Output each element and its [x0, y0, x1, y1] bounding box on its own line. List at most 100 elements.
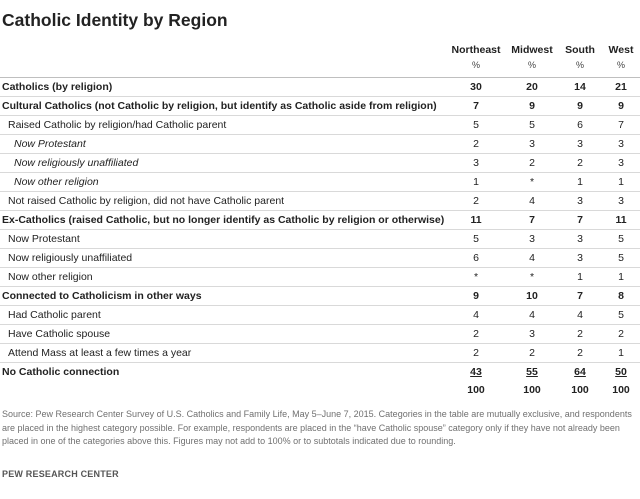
cell-value: 55 — [506, 363, 558, 382]
table-row: Connected to Catholicism in other ways 9 1… — [0, 286, 640, 305]
unit-label: % — [471, 60, 480, 70]
cell-value: 8 — [602, 287, 640, 306]
cell-value: 9 — [602, 97, 640, 116]
row-label: Had Catholic parent — [8, 309, 101, 321]
cell-value: 5 — [602, 230, 640, 249]
cell-text: 7 — [577, 214, 583, 226]
cell-value: 6 — [560, 116, 600, 135]
cell-text: 3 — [577, 252, 583, 264]
cell-text: 4 — [529, 195, 535, 207]
cell-value: 9 — [448, 287, 504, 306]
cell-value: 3 — [506, 135, 558, 154]
cell-value: 2 — [602, 325, 640, 344]
totals-row: 100 100 100 100 — [0, 382, 640, 398]
table-row: Cultural Catholics (not Catholic by reli… — [0, 96, 640, 115]
cell-value: 1 — [602, 268, 640, 287]
total-value: 100 — [612, 384, 630, 396]
row-label: Have Catholic spouse — [8, 328, 111, 340]
cell-text: 3 — [618, 195, 624, 207]
cell-text: 2 — [473, 138, 479, 150]
cell-text: 2 — [577, 157, 583, 169]
cell-value: 3 — [506, 325, 558, 344]
cell-text: 11 — [615, 214, 627, 226]
cell-text: 14 — [574, 81, 586, 93]
cell-text: 1 — [577, 271, 583, 283]
cell-text: 3 — [529, 328, 535, 340]
cell-text: * — [529, 271, 535, 283]
cell-text: * — [529, 176, 535, 188]
cell-value: 2 — [560, 154, 600, 173]
cell-value: 50 — [602, 363, 640, 382]
cell-value: 4 — [448, 306, 504, 325]
cell-text: 20 — [526, 81, 538, 93]
cell-value: 64 — [560, 363, 600, 382]
cell-value: * — [506, 268, 558, 287]
cell-value: 3 — [506, 230, 558, 249]
cell-value: 9 — [560, 97, 600, 116]
table-row: Now religiously unaffiliated 3 2 2 3 — [0, 153, 640, 172]
row-label: Now Protestant — [14, 138, 86, 150]
unit-label: % — [616, 60, 625, 70]
cell-value: 43 — [448, 363, 504, 382]
cell-value: 5 — [448, 230, 504, 249]
cell-text: 2 — [577, 328, 583, 340]
table-row: Have Catholic spouse 2 3 2 2 — [0, 324, 640, 343]
cell-text: 1 — [618, 271, 624, 283]
unit-label: % — [575, 60, 584, 70]
cell-text: 9 — [618, 100, 624, 112]
cell-value: 1 — [560, 268, 600, 287]
cell-text: 3 — [577, 195, 583, 207]
table-row: Had Catholic parent 4 4 4 5 — [0, 305, 640, 324]
cell-value: 5 — [602, 249, 640, 268]
cell-text: 4 — [529, 252, 535, 264]
cell-value: 11 — [448, 211, 504, 230]
cell-text: 21 — [615, 81, 627, 93]
row-label: No Catholic connection — [2, 366, 120, 378]
cell-value: 10 — [506, 287, 558, 306]
cell-text: 3 — [577, 233, 583, 245]
brand-label: PEW RESEARCH CENTER — [2, 469, 119, 479]
cell-value: 2 — [448, 325, 504, 344]
cell-value: 4 — [506, 249, 558, 268]
row-label: Cultural Catholics (not Catholic by reli… — [2, 100, 437, 112]
cell-value: 3 — [602, 154, 640, 173]
data-table: Catholics (by religion) 30 20 14 21 Cultural … — [0, 77, 640, 381]
row-label: Connected to Catholicism in other ways — [2, 290, 202, 302]
cell-value: 3 — [560, 192, 600, 211]
cell-value: * — [506, 173, 558, 192]
cell-text: 2 — [529, 347, 535, 359]
total-value: 100 — [467, 384, 485, 396]
cell-text: 3 — [618, 138, 624, 150]
cell-value: 5 — [602, 306, 640, 325]
cell-value: 2 — [448, 192, 504, 211]
cell-value: 4 — [560, 306, 600, 325]
cell-text: 30 — [470, 81, 482, 93]
cell-text: 4 — [577, 309, 583, 321]
cell-value: 1 — [448, 173, 504, 192]
cell-value: 20 — [506, 78, 558, 97]
column-header-midwest: Midwest — [511, 44, 553, 56]
cell-value: * — [448, 268, 504, 287]
cell-text: 2 — [473, 195, 479, 207]
cell-text: 5 — [473, 119, 479, 131]
cell-text: 55 — [526, 366, 538, 378]
source-note: Source: Pew Research Center Survey of U.… — [2, 409, 632, 446]
cell-value: 3 — [602, 135, 640, 154]
table-row: Now other religion 1 * 1 1 — [0, 172, 640, 191]
cell-value: 5 — [506, 116, 558, 135]
column-header-northeast: Northeast — [451, 44, 501, 56]
cell-text: 2 — [577, 347, 583, 359]
cell-text: 2 — [473, 328, 479, 340]
cell-text: 5 — [618, 309, 624, 321]
cell-text: 5 — [473, 233, 479, 245]
cell-value: 2 — [448, 344, 504, 363]
table-row: Attend Mass at least a few times a year 2… — [0, 343, 640, 362]
cell-text: 7 — [473, 100, 479, 112]
table-row: Now religiously unaffiliated 6 4 3 5 — [0, 248, 640, 267]
table-row: Ex-Catholics (raised Catholic, but no lo… — [0, 210, 640, 229]
cell-value: 7 — [602, 116, 640, 135]
cell-text: 6 — [577, 119, 583, 131]
unit-label: % — [527, 60, 536, 70]
row-label: Attend Mass at least a few times a year — [8, 347, 192, 359]
row-label: Now religiously unaffiliated — [8, 252, 133, 264]
